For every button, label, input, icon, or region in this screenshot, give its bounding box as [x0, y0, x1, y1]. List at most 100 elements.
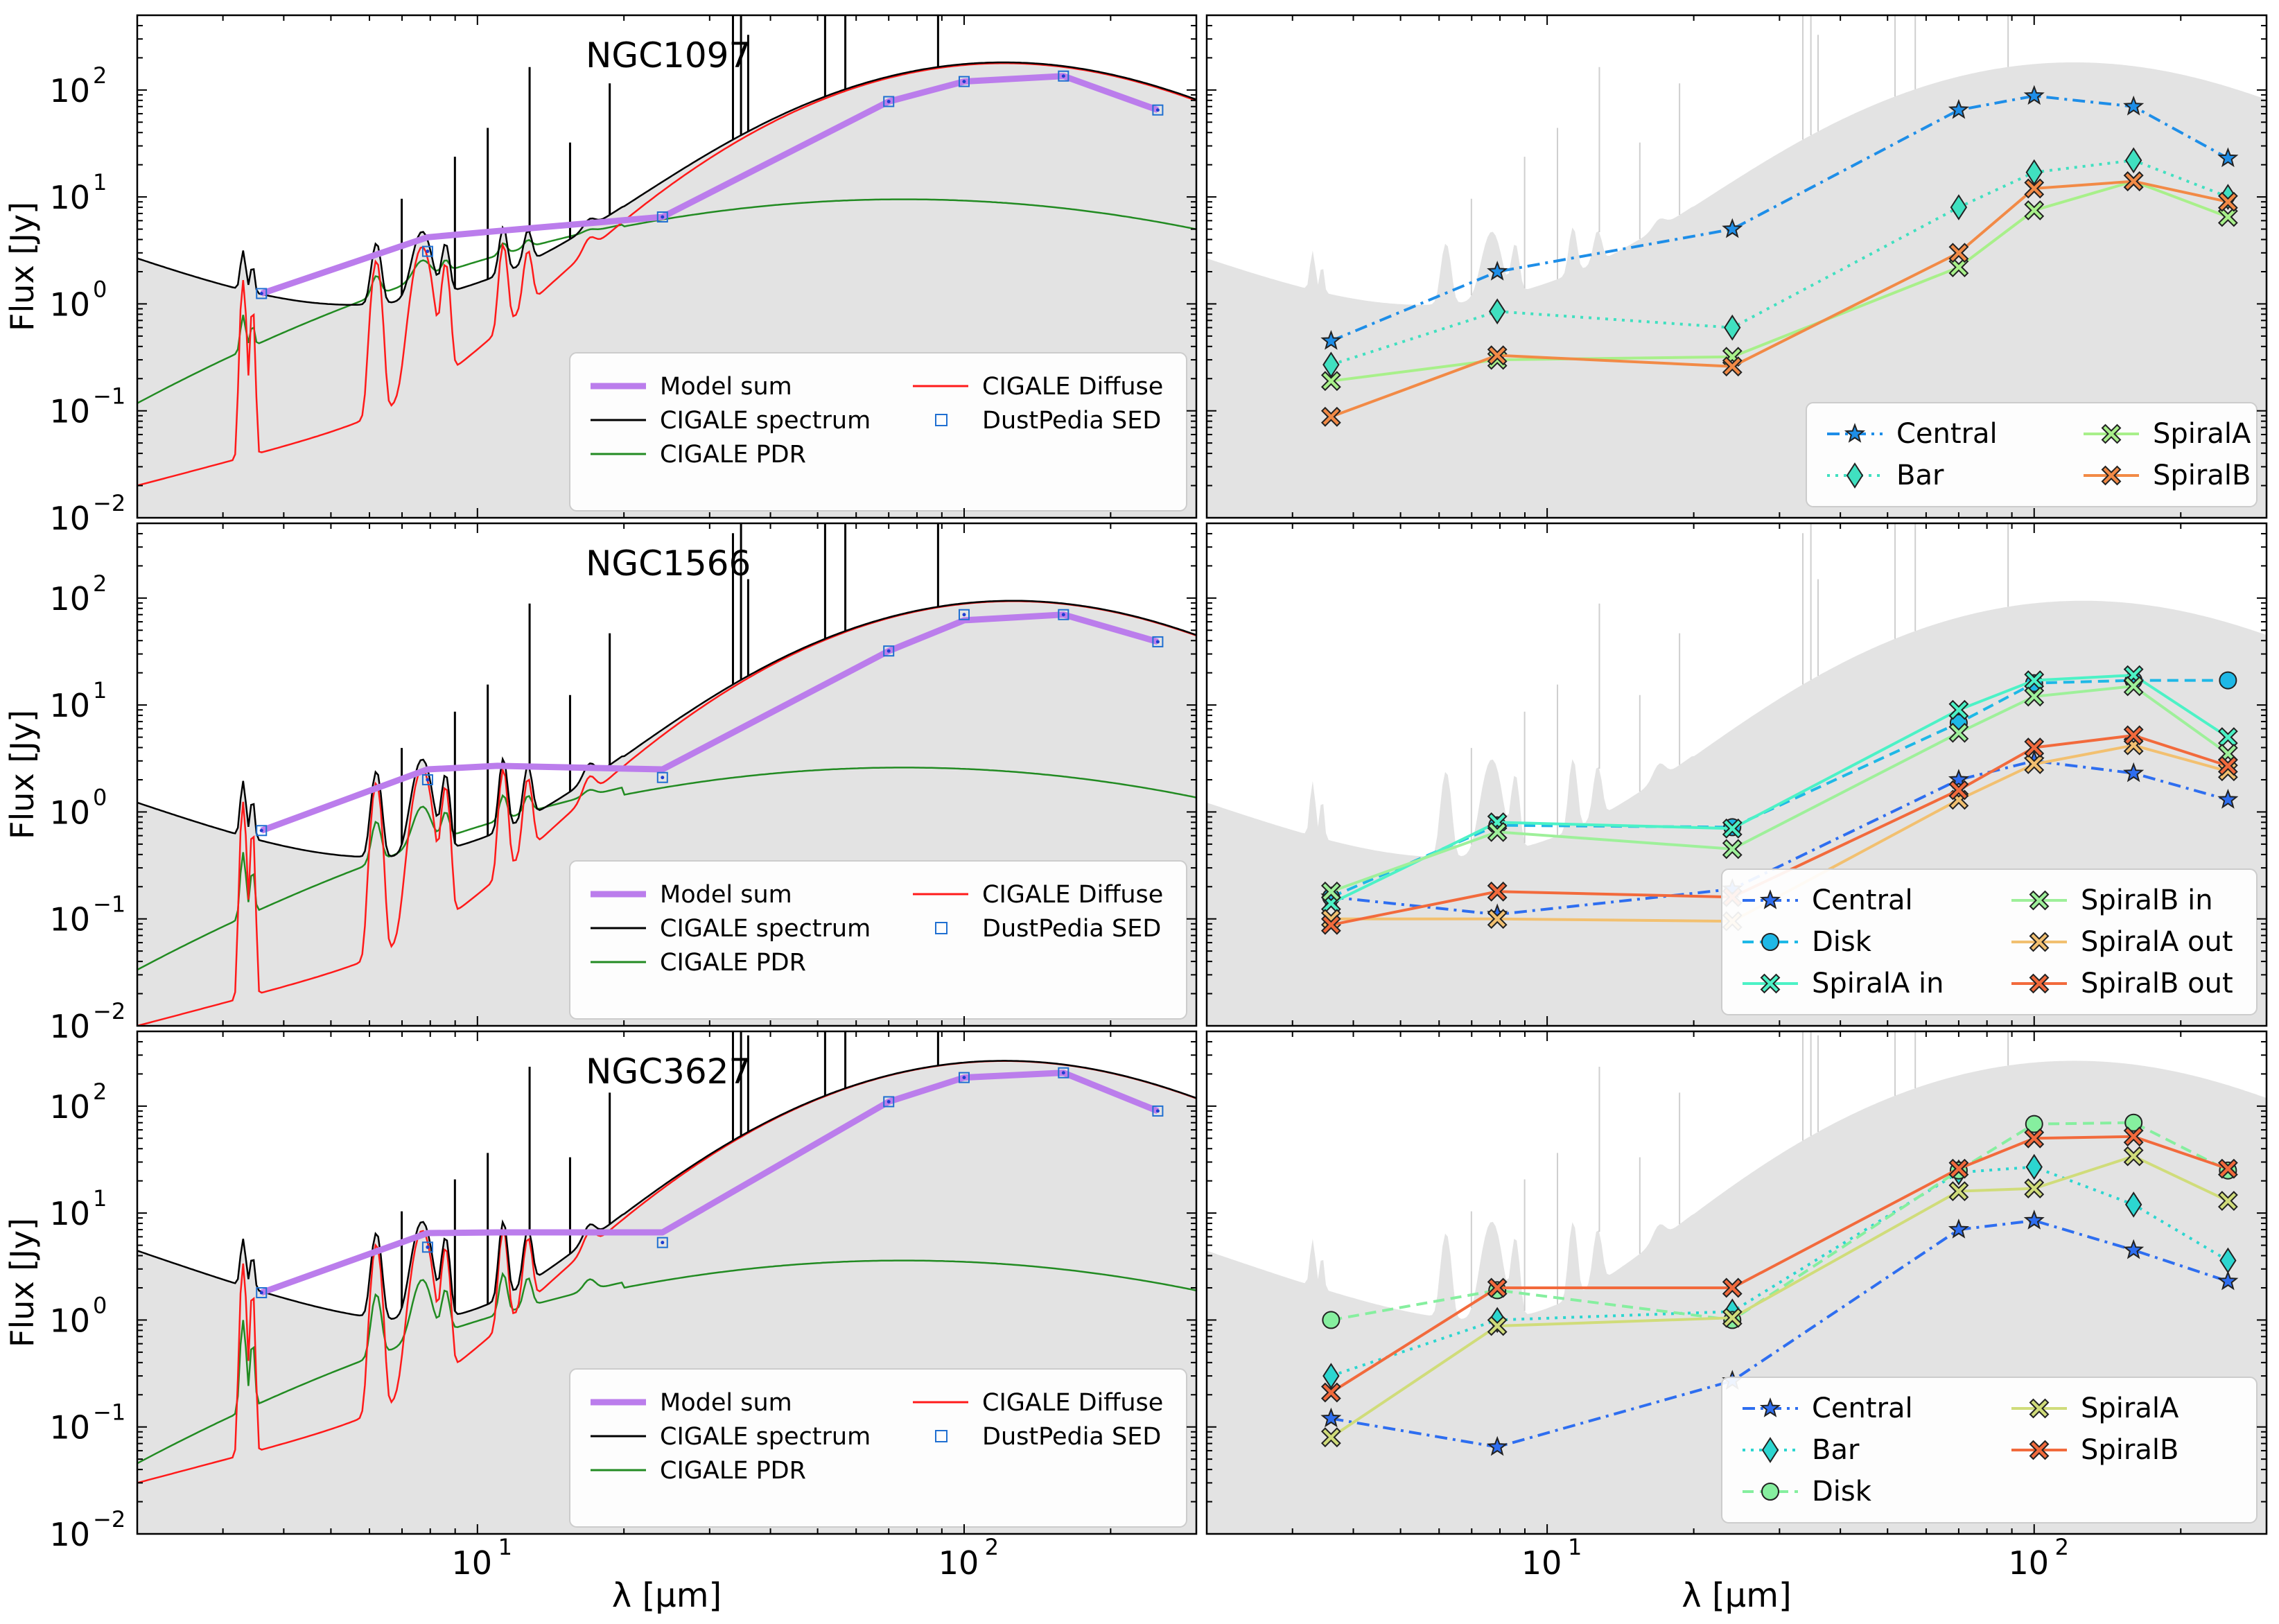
dustpedia-point — [958, 1072, 970, 1083]
data-point-x — [2217, 756, 2238, 776]
dustpedia-point — [421, 1241, 433, 1253]
dustpedia-point-center — [426, 1245, 430, 1249]
data-point-star — [1948, 98, 1970, 119]
y-axis-label: Flux [Jy] — [3, 1218, 41, 1347]
dustpedia-point-center — [962, 1076, 966, 1080]
legend-box — [569, 860, 1187, 1020]
legend-label: Disk — [1812, 926, 1872, 958]
dustpedia-point — [1058, 609, 1069, 620]
dustpedia-point — [1152, 1105, 1164, 1117]
data-point-x — [2123, 1146, 2144, 1167]
data-point-diamond — [1724, 314, 1741, 341]
dustpedia-point — [958, 609, 970, 620]
data-point-x — [2024, 737, 2045, 758]
data-point-x — [1948, 243, 1969, 263]
y-tick-exponent: 0 — [93, 1292, 107, 1318]
y-tick-exponent: −1 — [93, 891, 125, 918]
right-axes-frame-3 — [1205, 1030, 2268, 1535]
data-point-circle — [2025, 1115, 2043, 1133]
x-tick-exponent: 2 — [985, 1534, 999, 1560]
data-point-star — [1948, 1219, 1970, 1239]
dustpedia-point-center — [1061, 613, 1065, 617]
legend-label: Disk — [1812, 1476, 1872, 1508]
data-point-circle — [1761, 1483, 1779, 1501]
left-axes-frame-3 — [136, 1030, 1198, 1535]
y-tick-label: 10 — [49, 393, 90, 430]
data-point-x — [1487, 1316, 1508, 1336]
y-tick-exponent: 1 — [93, 1185, 107, 1212]
left-axes-frame-2 — [136, 522, 1198, 1027]
galaxy-name: NGC1097 — [586, 35, 751, 76]
y-tick-label: 10 — [49, 1088, 90, 1126]
legend-swatch — [935, 414, 948, 426]
dustpedia-point-center — [259, 828, 263, 832]
data-point-star — [1722, 218, 1743, 238]
x-tick-label: 10 — [1521, 1544, 1562, 1582]
data-point-x — [1722, 839, 1743, 859]
region-series-spiralb — [1320, 171, 2238, 427]
data-point-diamond — [1950, 194, 1968, 220]
data-point-star — [1320, 330, 1342, 350]
legend-label: CIGALE spectrum — [660, 407, 871, 435]
data-point-diamond — [1846, 462, 1864, 489]
dustpedia-point-center — [962, 80, 966, 84]
region-series-central — [1320, 85, 2239, 350]
y-tick-exponent: 1 — [93, 677, 107, 704]
data-point-x — [2123, 171, 2144, 192]
data-point-x — [2029, 1440, 2050, 1460]
legend-label: Central — [1896, 418, 1998, 450]
legend-label: SpiralB out — [2081, 968, 2233, 999]
data-point-x — [2029, 973, 2050, 994]
dustpedia-point — [883, 1096, 895, 1108]
galaxy-name: NGC1566 — [586, 543, 751, 584]
spectrum-line — [137, 600, 1196, 858]
legend-label: DustPedia SED — [982, 1423, 1161, 1451]
dustpedia-point-center — [426, 778, 430, 782]
data-point-x — [1722, 818, 1743, 839]
y-tick-label: 10 — [49, 179, 90, 216]
data-point-x — [1722, 1307, 1743, 1328]
y-tick-label: 10 — [49, 286, 90, 323]
dustpedia-point — [958, 76, 970, 87]
y-tick-label: 10 — [49, 500, 90, 537]
y-tick-exponent: 0 — [93, 276, 107, 302]
legend-swatch — [935, 1430, 948, 1442]
y-tick-exponent: −2 — [93, 490, 125, 516]
x-tick-exponent: 2 — [2055, 1534, 2069, 1560]
y-tick-exponent: −1 — [93, 1399, 125, 1426]
pdr-line — [137, 767, 1196, 971]
dustpedia-point-center — [259, 1291, 263, 1295]
legend-box — [569, 1368, 1187, 1528]
data-point-x — [1948, 722, 1969, 743]
spectrum-line — [137, 1060, 1196, 1320]
x-axis-label: λ [μm] — [612, 1576, 722, 1615]
dustpedia-point-center — [962, 613, 966, 617]
sed-legend: Model sum CIGALE spectrum CIGALE PDR CIGALE… — [569, 1368, 1187, 1528]
data-point-star — [1948, 769, 1969, 789]
legend-label: Bar — [1896, 460, 1944, 491]
y-tick-label: 10 — [49, 1516, 90, 1553]
y-tick-label: 10 — [49, 901, 90, 938]
dustpedia-point — [1058, 1067, 1069, 1079]
dustpedia-point-center — [1155, 108, 1160, 112]
data-point-x — [1320, 881, 1341, 902]
x-tick-label: 10 — [452, 1544, 493, 1582]
dustpedia-point — [1152, 636, 1164, 647]
data-point-star — [2023, 85, 2045, 105]
data-point-x — [2029, 932, 2050, 952]
data-point-x — [1320, 1382, 1341, 1403]
dustpedia-point-center — [259, 291, 263, 295]
legend-label: SpiralA out — [2081, 926, 2233, 958]
data-point-x — [2024, 200, 2045, 220]
data-point-x — [1487, 881, 1508, 902]
right-axes-frame-2 — [1205, 522, 2268, 1027]
data-point-x — [1320, 406, 1341, 427]
dustpedia-point — [656, 1237, 668, 1248]
x-tick-exponent: 1 — [1568, 1534, 1582, 1560]
region-legend: Central Bar Disk SpiralA SpiralB — [1721, 1377, 2258, 1523]
x-tick-label: 10 — [938, 1544, 979, 1582]
data-point-circle — [1761, 933, 1779, 951]
legend-label: Bar — [1812, 1434, 1860, 1466]
y-axis-label: Flux [Jy] — [3, 202, 41, 331]
legend-label: CIGALE Diffuse — [982, 373, 1163, 401]
